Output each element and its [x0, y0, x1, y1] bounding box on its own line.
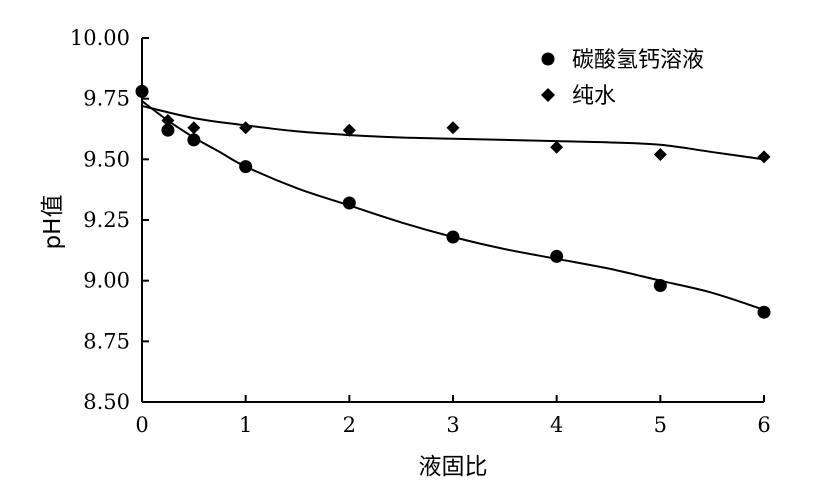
fit-line-series-1: [141, 100, 765, 311]
x-tick-label: 4: [550, 413, 563, 437]
data-point-series-1: [653, 279, 667, 293]
legend: 碳酸氢钙溶液 纯水: [541, 48, 704, 109]
data-point-series-1: [187, 133, 201, 147]
data-point-series-1: [550, 249, 564, 263]
data-point-series-1: [757, 305, 771, 319]
y-tick-label: 9.75: [83, 87, 130, 111]
data-point-series-2: [187, 121, 201, 135]
x-tick-label: 5: [654, 413, 667, 437]
legend-marker-series-2: [541, 88, 555, 102]
y-tick-label: 8.50: [83, 390, 130, 414]
legend-label-series-1: 碳酸氢钙溶液: [572, 48, 704, 73]
data-point-series-2: [550, 140, 564, 154]
y-tick-label: 8.75: [83, 329, 130, 353]
legend-label-series-2: 纯水: [572, 84, 616, 109]
legend-marker-series-1: [541, 52, 555, 66]
data-point-series-1: [446, 230, 460, 244]
x-tick-label: 0: [135, 413, 148, 437]
data-point-series-2: [446, 121, 460, 135]
data-point-series-2: [161, 114, 175, 128]
y-tick-label: 9.50: [83, 147, 130, 171]
data-point-series-2: [135, 84, 149, 98]
data-point-series-1: [342, 196, 356, 210]
x-axis-label: 液固比: [419, 454, 488, 480]
x-tick-label: 1: [239, 413, 252, 437]
y-axis-label: pH值: [40, 195, 66, 250]
data-point-series-2: [757, 150, 771, 164]
axes: [141, 37, 765, 403]
data-point-series-2: [239, 121, 253, 135]
tick-labels: 8.50 8.75 9.00 9.25 9.50 9.75 10.00 0 1 2 3 4 5 6: [70, 26, 771, 437]
x-tick-label: 3: [446, 413, 459, 437]
data-points: [135, 84, 771, 319]
data-point-series-2: [653, 147, 667, 161]
data-point-series-1: [161, 123, 175, 137]
data-point-series-2: [342, 123, 356, 137]
y-tick-label: 9.25: [83, 208, 130, 232]
x-tick-label: 2: [343, 413, 356, 437]
y-tick-label: 10.00: [70, 26, 130, 50]
x-tick-label: 6: [757, 413, 770, 437]
data-point-series-1: [239, 160, 253, 174]
y-tick-label: 9.00: [83, 269, 130, 293]
